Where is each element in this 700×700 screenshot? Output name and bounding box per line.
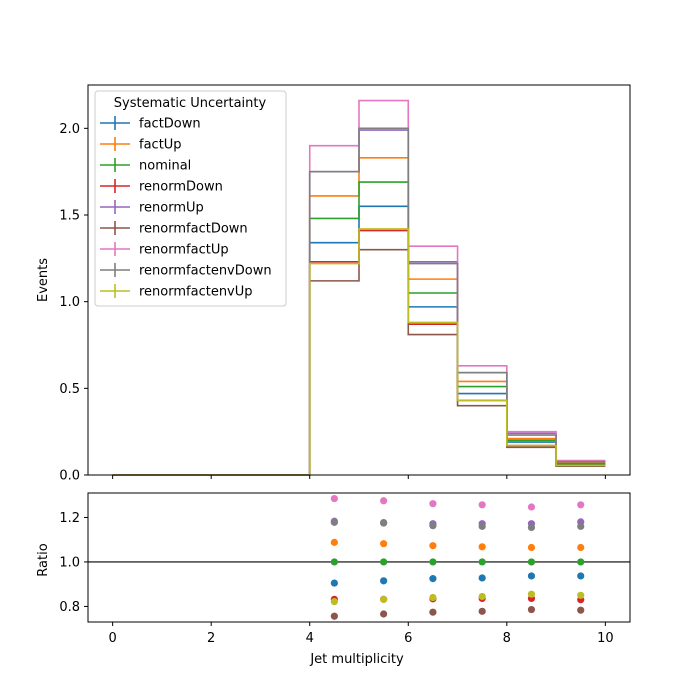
ratio-point-renormfactenvDown xyxy=(478,522,486,530)
ratio-x-ticks: 0 2 4 6 8 10 xyxy=(108,622,614,646)
ratio-x-tick-label: 8 xyxy=(503,631,511,646)
ratio-point-factUp xyxy=(577,543,585,552)
legend-entries: factDown factUp nominal renormDown renormUp r… xyxy=(100,116,272,300)
legend-label: renormfactenvDown xyxy=(139,264,272,279)
ratio-plot-frame xyxy=(87,492,631,623)
ratio-point-renormfactenvUp xyxy=(527,590,536,598)
ratio-point-renormfactenvDown xyxy=(380,519,388,527)
ratio-point-nominal xyxy=(527,558,536,566)
ratio-points-group xyxy=(330,494,585,620)
ratio-point-factDown xyxy=(577,572,585,580)
ratio-point-factDown xyxy=(380,577,388,585)
legend-entry-renormfactenvUp: renormfactenvUp xyxy=(100,284,253,300)
legend-entry-nominal: nominal xyxy=(100,158,191,174)
events-x-ticks xyxy=(112,475,606,479)
ratio-y-tick-label: 0.8 xyxy=(59,600,80,615)
ratio-point-renormfactDown xyxy=(380,610,388,618)
ratio-point-factDown xyxy=(478,574,486,582)
ratio-point-factUp xyxy=(429,542,437,550)
events-y-axis-label: Events xyxy=(36,258,51,302)
ratio-point-renormfactenvDown xyxy=(330,518,338,526)
ratio-point-renormfactenvUp xyxy=(380,595,388,603)
events-y-ticks: 0.0 0.5 1.0 1.5 2.0 xyxy=(59,122,88,484)
ratio-point-renormfactUp xyxy=(380,497,388,505)
legend-entry-renormfactDown: renormfactDown xyxy=(100,221,248,237)
legend-entry-renormfactUp: renormfactUp xyxy=(100,242,229,258)
legend-label: renormDown xyxy=(139,180,223,195)
x-axis-label: Jet multiplicity xyxy=(309,652,404,667)
legend: Systematic Uncertainty factDown factUp nom… xyxy=(94,90,287,307)
ratio-point-renormfactDown xyxy=(330,612,338,620)
events-y-tick-label: 0.0 xyxy=(59,469,80,484)
legend-entry-renormUp: renormUp xyxy=(100,200,204,216)
ratio-point-renormfactDown xyxy=(527,605,536,614)
ratio-point-renormfactenvUp xyxy=(577,591,585,599)
ratio-point-nominal xyxy=(577,558,585,566)
legend-label: renormfactDown xyxy=(139,222,248,237)
events-panel: 0.0 0.5 1.0 1.5 2.0 Events Systematic Uncert… xyxy=(36,84,631,484)
ratio-point-renormfactDown xyxy=(577,606,585,614)
ratio-y-tick-label: 1.2 xyxy=(59,511,80,526)
ratio-point-renormfactDown xyxy=(429,608,437,616)
ratio-point-renormfactenvUp xyxy=(429,593,437,602)
ratio-x-tick-label: 10 xyxy=(597,631,614,646)
ratio-point-renormfactenvUp xyxy=(330,597,338,606)
ratio-y-tick-label: 1.0 xyxy=(59,555,80,570)
events-y-tick-label: 2.0 xyxy=(59,122,80,137)
legend-entry-renormDown: renormDown xyxy=(100,179,223,195)
ratio-point-factUp xyxy=(330,538,338,546)
ratio-point-renormfactUp xyxy=(429,500,437,508)
events-y-tick-label: 0.5 xyxy=(59,382,80,397)
legend-title: Systematic Uncertainty xyxy=(114,96,267,111)
ratio-x-tick-label: 6 xyxy=(404,631,412,646)
ratio-y-axis-label: Ratio xyxy=(36,543,51,576)
ratio-point-factDown xyxy=(330,579,338,587)
ratio-panel: 0.8 1.0 1.2 0 2 4 6 8 10 Ratio Jet multiplicity xyxy=(36,492,631,667)
ratio-point-factUp xyxy=(527,543,536,552)
events-plot-frame xyxy=(87,84,631,476)
ratio-point-renormfactenvDown xyxy=(429,522,437,530)
legend-label: renormfactenvUp xyxy=(139,285,253,300)
ratio-x-tick-label: 0 xyxy=(108,631,116,646)
ratio-point-renormfactDown xyxy=(478,607,486,615)
ratio-point-renormfactUp xyxy=(478,501,486,509)
ratio-point-factDown xyxy=(429,575,437,583)
ratio-x-tick-label: 2 xyxy=(207,631,215,646)
events-y-tick-label: 1.5 xyxy=(59,209,80,224)
legend-entry-factDown: factDown xyxy=(100,116,201,132)
legend-entry-renormfactenvDown: renormfactenvDown xyxy=(100,263,272,279)
ratio-point-renormfactUp xyxy=(577,501,585,509)
ratio-point-nominal xyxy=(478,558,486,566)
ratio-point-renormfactenvUp xyxy=(478,592,486,601)
legend-entry-factUp: factUp xyxy=(100,137,182,153)
ratio-point-renormfactUp xyxy=(330,494,338,503)
ratio-point-factUp xyxy=(380,540,388,548)
ratio-point-factDown xyxy=(527,572,536,580)
ratio-point-nominal xyxy=(330,558,338,566)
legend-label: nominal xyxy=(139,159,191,174)
legend-label: renormUp xyxy=(139,201,204,216)
legend-label: renormfactUp xyxy=(139,243,229,258)
ratio-y-ticks: 0.8 1.0 1.2 xyxy=(59,511,88,615)
legend-frame xyxy=(94,90,287,307)
ratio-point-nominal xyxy=(380,558,388,566)
events-y-tick-label: 1.0 xyxy=(59,295,80,310)
ratio-point-factUp xyxy=(478,543,486,551)
legend-label: factDown xyxy=(139,117,201,132)
ratio-point-renormfactenvDown xyxy=(577,522,585,530)
ratio-point-renormfactenvDown xyxy=(527,523,536,532)
ratio-point-renormfactUp xyxy=(527,503,536,511)
ratio-x-tick-label: 4 xyxy=(306,631,314,646)
ratio-point-nominal xyxy=(429,558,437,566)
legend-label: factUp xyxy=(139,138,182,153)
